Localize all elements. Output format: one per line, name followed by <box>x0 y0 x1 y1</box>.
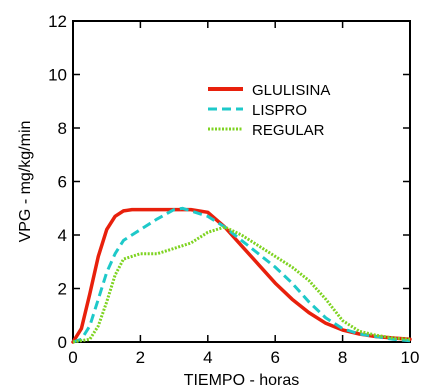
legend-label-regular: REGULAR <box>252 122 325 139</box>
legend: GLULISINA LISPRO REGULAR <box>208 82 330 139</box>
tick-labels: 0 2 4 6 8 10 0 2 4 6 8 10 12 <box>48 12 419 367</box>
x-tick-label: 10 <box>401 348 420 367</box>
series-lines <box>71 206 412 344</box>
axis-ticks <box>72 20 411 343</box>
y-tick-label: 0 <box>58 333 67 352</box>
legend-label-glulisina: GLULISINA <box>252 82 330 99</box>
y-axis-title: VPG - mg/kg/min <box>17 121 34 243</box>
y-tick-label: 6 <box>58 173 67 192</box>
plot-frame <box>72 20 411 343</box>
y-tick-label: 4 <box>58 226 67 245</box>
y-tick-label: 10 <box>48 66 67 85</box>
y-tick-label: 12 <box>48 12 67 31</box>
x-tick-label: 8 <box>338 348 347 367</box>
legend-label-lispro: LISPRO <box>252 102 307 119</box>
x-tick-label: 2 <box>136 348 145 367</box>
y-tick-label: 8 <box>58 119 67 138</box>
x-tick-label: 6 <box>270 348 279 367</box>
x-axis-title: TIEMPO - horas <box>184 372 300 389</box>
series-line-lispro <box>72 206 411 344</box>
x-tick-label: 4 <box>203 348 212 367</box>
y-tick-label: 2 <box>58 280 67 299</box>
x-tick-label: 0 <box>68 348 77 367</box>
series-line-regular <box>72 225 411 344</box>
series-line-glulisina <box>71 207 412 344</box>
